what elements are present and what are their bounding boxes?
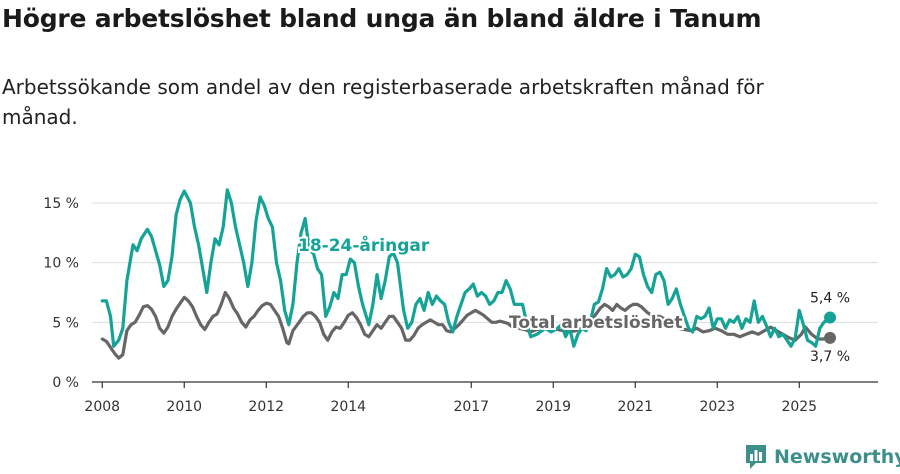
youth-series-label: 18-24-åringar: [298, 234, 430, 256]
x-tick-label: 2025: [781, 399, 817, 415]
x-tick-label: 2021: [617, 399, 653, 415]
total-end-dot: [824, 331, 837, 344]
total-end-label: 3,7 %: [810, 349, 850, 365]
newsworthy-logo: Newsworthy: [744, 442, 900, 472]
x-tick-label: 2023: [699, 399, 735, 415]
total-series-line: [100, 290, 832, 360]
series-lines: [100, 188, 832, 360]
x-tick-label: 2014: [330, 399, 366, 415]
x-tick-label: 2019: [535, 399, 571, 415]
y-tick-label: 0 %: [52, 375, 79, 391]
chart-title: Högre arbetslöshet bland unga än bland ä…: [2, 4, 762, 33]
labels: 5,4 % 3,7 % 18-24-åringar Total arbetslöshe…: [296, 232, 850, 365]
gridlines: [92, 202, 878, 323]
youth-series-line: [100, 188, 832, 348]
brand-name: Newsworthy: [774, 446, 900, 468]
y-tick-label: 5 %: [52, 315, 79, 331]
x-tick-label: 2012: [248, 399, 284, 415]
youth-end-label: 5,4 %: [810, 291, 850, 307]
total-series-label: Total arbetslöshet: [509, 313, 683, 333]
y-tick-label: 15 %: [43, 196, 79, 212]
x-tick-label: 2017: [453, 399, 489, 415]
y-tick-label: 10 %: [43, 256, 79, 272]
chart-subtitle: Arbetssökande som andel av den registerb…: [2, 75, 764, 129]
bar-chart-icon: [746, 445, 766, 469]
axes: 0 % 5 % 10 % 15 % 2008 2010 2012 2014 2017 2019 20…: [43, 196, 878, 415]
youth-end-dot: [824, 311, 837, 324]
x-tick-label: 2010: [166, 399, 202, 415]
x-tick-label: 2008: [84, 399, 120, 415]
